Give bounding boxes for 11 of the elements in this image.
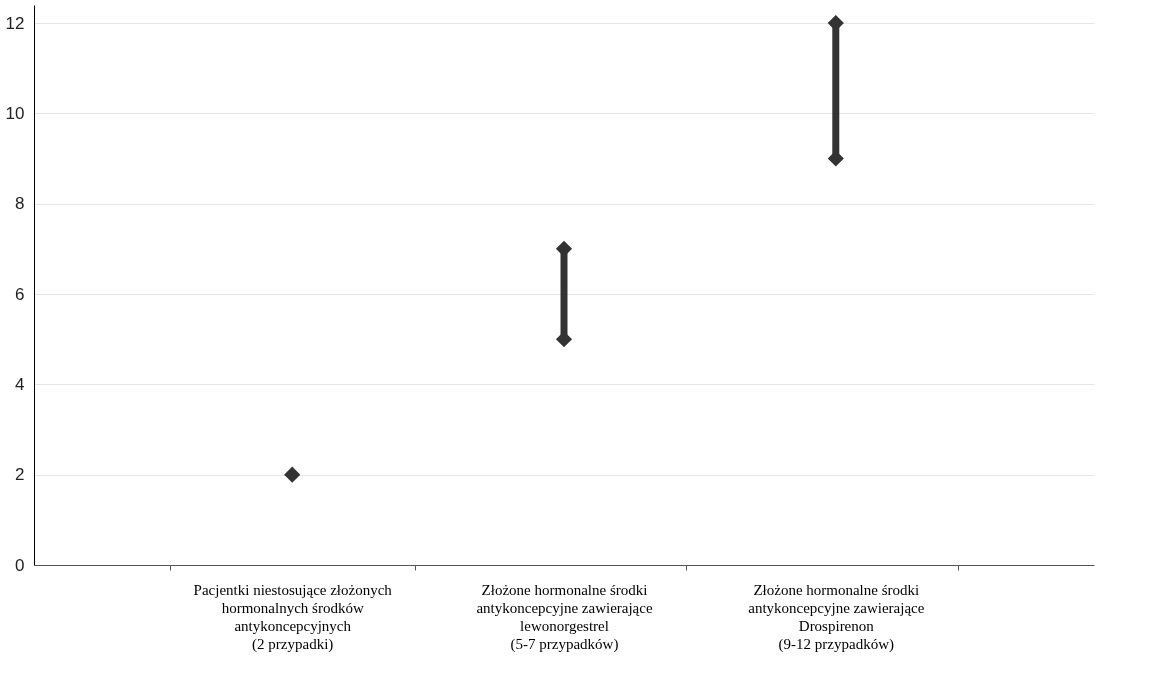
y-tick-label: 0 [15,555,25,575]
y-tick-label: 8 [15,194,25,214]
y-tick-label: 10 [5,103,25,123]
point [284,466,301,483]
y-tick-label: 2 [15,465,25,485]
x-tick-label: Złożone hormonalne środki antykoncepcyjne zawierające Drospirenon (9-12 przypadków) [748,581,925,653]
y-tick-label: 6 [15,284,25,304]
x-tick-label: Złożone hormonalne środki antykoncepcyjne zawierające lewonorgestrel (5-7 przypadków) [476,581,653,653]
y-tick-label: 12 [5,13,25,33]
x-tick-label: Pacjentki niestosujące złożonych hormonalnych środków antykoncepcyjnych (2 przypadki) [193,581,393,653]
y-tick-label: 4 [15,374,25,394]
